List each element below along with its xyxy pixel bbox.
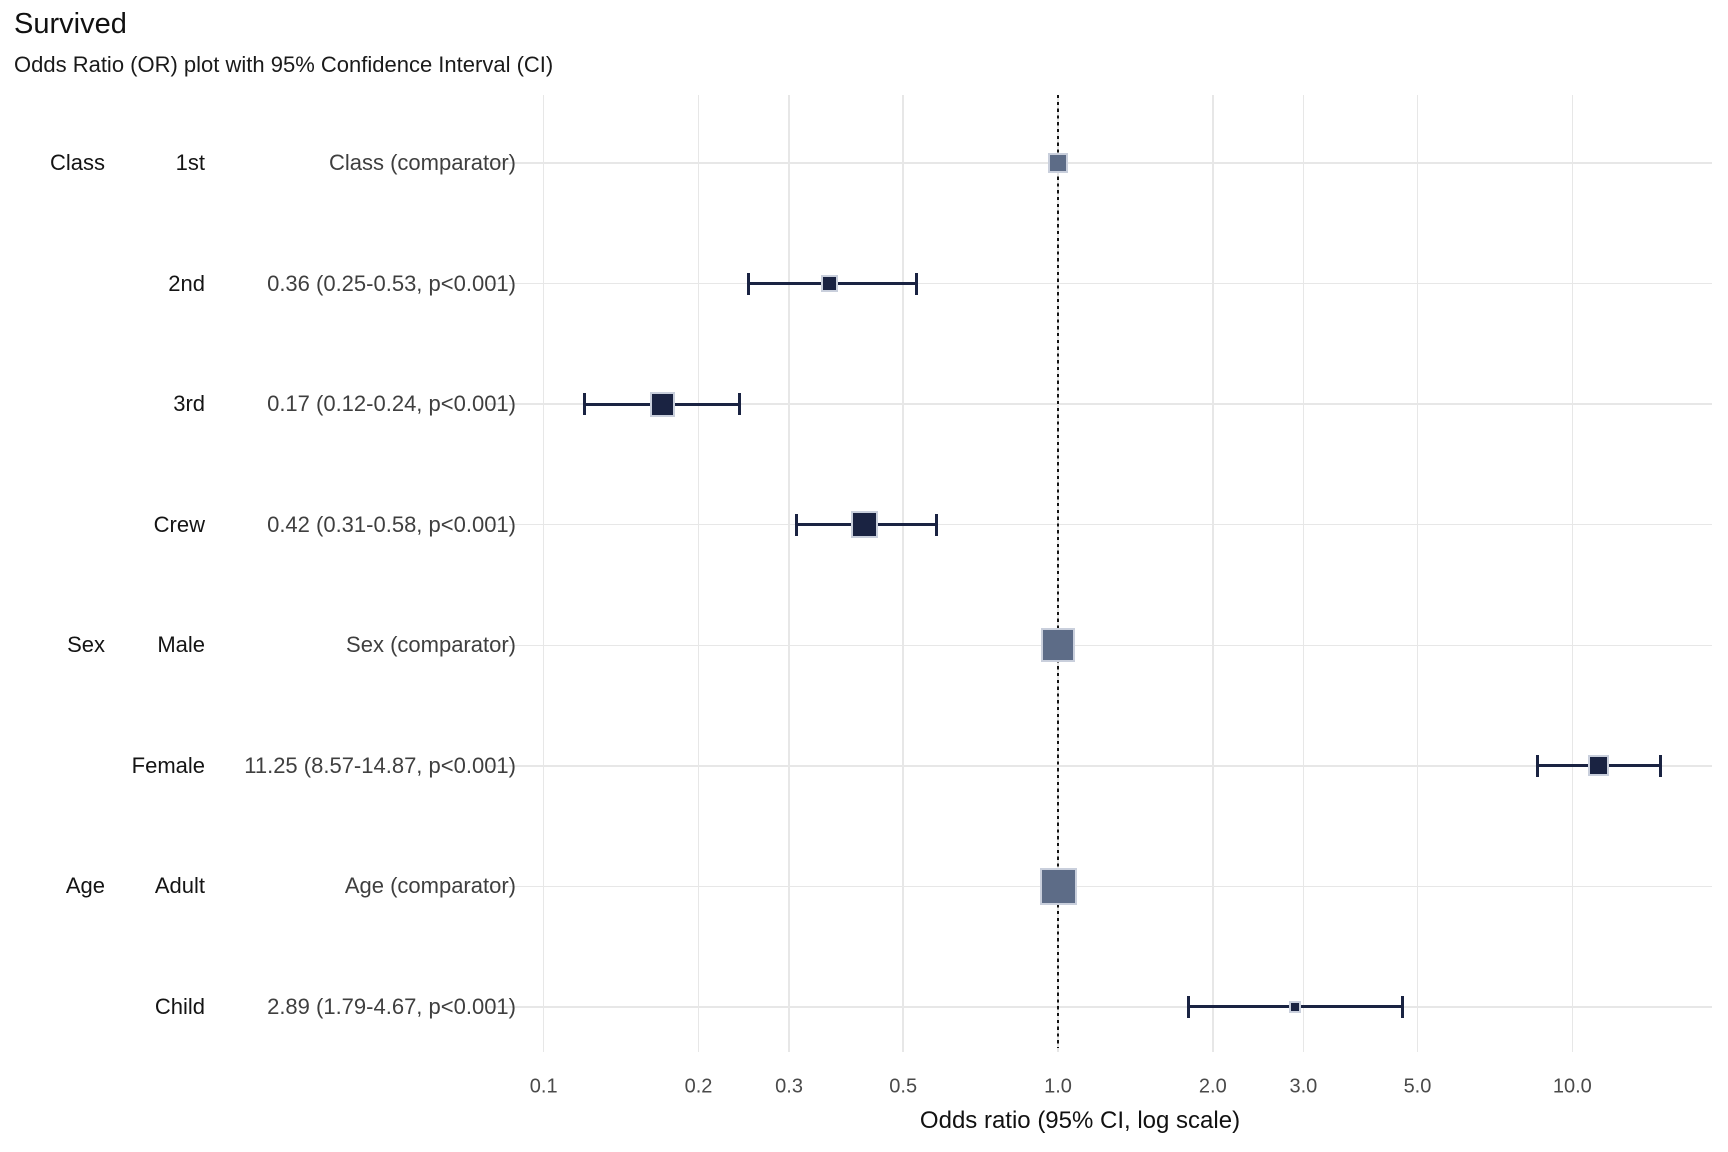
x-gridline: [542, 95, 545, 1052]
row-estimate-label: 0.17 (0.12-0.24, p<0.001): [267, 391, 516, 417]
y-gridline: [488, 282, 1712, 285]
x-tick-label: 10.0: [1552, 1075, 1592, 1098]
x-tick-label: 0.1: [529, 1075, 558, 1098]
x-tick-label: 1.0: [1044, 1075, 1072, 1098]
ci-cap-high: [737, 393, 741, 416]
x-gridline: [788, 95, 790, 1052]
ci-cap-low: [794, 513, 798, 536]
ci-cap-low: [746, 272, 750, 295]
row-estimate-label: Class (comparator): [328, 150, 516, 175]
or-marker: [649, 391, 675, 417]
ci-cap-low: [582, 393, 586, 416]
row-level-label: Crew: [153, 511, 205, 537]
row-estimate-label: 2.89 (1.79-4.67, p<0.001): [267, 993, 516, 1019]
ci-cap-low: [1536, 754, 1540, 777]
row-level-label: 3rd: [173, 391, 205, 417]
comparator-marker: [1041, 628, 1075, 663]
row-level-label: Female: [131, 752, 205, 778]
or-marker: [1588, 755, 1610, 777]
row-level-label: Child: [154, 993, 205, 1019]
ci-cap-high: [1400, 995, 1404, 1018]
row-level-label: 2nd: [168, 270, 205, 296]
or-marker: [821, 275, 839, 293]
comparator-marker: [1048, 153, 1068, 173]
row-level-label: Adult: [154, 873, 205, 899]
row-estimate-label: 0.42 (0.31-0.58, p<0.001): [267, 511, 516, 537]
row-estimate-label: 11.25 (8.57-14.87, p<0.001): [244, 752, 516, 778]
y-gridline: [488, 523, 1712, 526]
row-group-label: Sex: [67, 632, 105, 658]
ci-cap-low: [1186, 995, 1190, 1018]
x-tick-label: 0.2: [684, 1075, 713, 1098]
x-gridline: [697, 95, 700, 1052]
y-gridline: [488, 765, 1712, 767]
x-tick-label: 0.3: [775, 1075, 803, 1098]
y-gridline: [488, 644, 1712, 647]
row-group-label: Age: [65, 873, 105, 899]
x-gridline: [1212, 95, 1214, 1052]
row-level-label: Male: [157, 632, 205, 658]
row-estimate-label: Sex (comparator): [346, 632, 516, 658]
y-gridline: [488, 162, 1712, 164]
y-gridline: [488, 1006, 1712, 1008]
row-level-label: 1st: [175, 150, 205, 175]
ci-cap-high: [914, 272, 918, 295]
x-gridline: [1302, 95, 1305, 1052]
x-tick-label: 2.0: [1198, 1075, 1227, 1098]
row-estimate-label: Age (comparator): [344, 873, 516, 899]
x-gridline: [1571, 95, 1574, 1052]
x-tick-label: 5.0: [1403, 1075, 1432, 1098]
row-group-label: Class: [49, 150, 105, 175]
row-estimate-label: 0.36 (0.25-0.53, p<0.001): [267, 270, 516, 296]
reference-line: [1056, 95, 1060, 1048]
plot-subtitle: Odds Ratio (OR) plot with 95% Confidence…: [14, 52, 554, 77]
y-gridline: [488, 403, 1712, 405]
ci-cap-high: [1659, 754, 1663, 777]
x-gridline: [1416, 95, 1419, 1052]
x-gridline: [902, 95, 904, 1052]
y-gridline: [488, 885, 1712, 888]
x-tick-label: 3.0: [1289, 1075, 1318, 1098]
x-axis-title: Odds ratio (95% CI, log scale): [919, 1107, 1241, 1134]
ci-cap-high: [934, 513, 938, 536]
x-tick-label: 0.5: [889, 1075, 918, 1098]
comparator-marker: [1039, 867, 1077, 905]
plot-title: Survived: [14, 8, 127, 40]
or-marker: [850, 511, 878, 539]
or-marker: [1289, 1000, 1302, 1013]
